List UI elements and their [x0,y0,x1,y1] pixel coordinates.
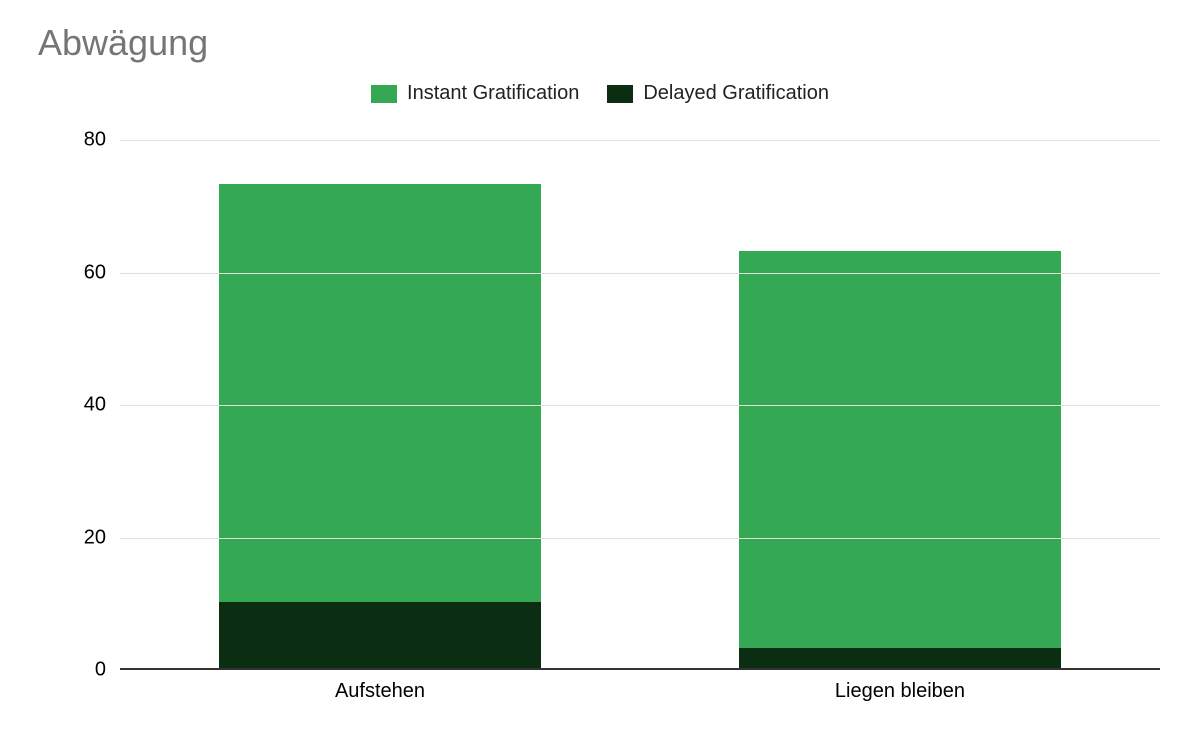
x-axis-category-label: Liegen bleiben [835,680,965,703]
bar-group: Aufstehen [219,184,541,668]
legend-label: Instant Gratification [407,82,579,105]
legend-item-delayed: Delayed Gratification [607,82,829,105]
legend-item-instant: Instant Gratification [371,82,579,105]
y-axis-tick-label: 40 [84,394,106,417]
legend-swatch-instant [371,85,397,103]
plot-area: AufstehenLiegen bleiben 020406080 [120,140,1160,670]
gridline [120,405,1160,406]
legend: Instant Gratification Delayed Gratificati… [0,82,1200,108]
bars-layer: Aufstehen Liegen bleiben [120,140,1160,668]
bar-segment-delayed [739,648,1061,668]
gridline [120,538,1160,539]
y-axis-tick-label: 60 [84,261,106,284]
legend-label: Delayed Gratification [643,82,829,105]
bar-segment-delayed [219,602,541,668]
bar-segment-instant [219,184,541,601]
y-axis-tick-label: 20 [84,526,106,549]
chart-title: Abwägung [38,22,208,64]
bar-segment-instant [739,251,1061,649]
chart-container: Abwägung Instant Gratification Delayed Gr… [0,0,1200,742]
bar-group: Liegen bleiben [739,251,1061,668]
gridline [120,273,1160,274]
legend-swatch-delayed [607,85,633,103]
y-axis-tick-label: 80 [84,129,106,152]
y-axis-tick-label: 0 [95,659,106,682]
x-axis-category-label: Aufstehen [335,680,425,703]
gridline [120,140,1160,141]
